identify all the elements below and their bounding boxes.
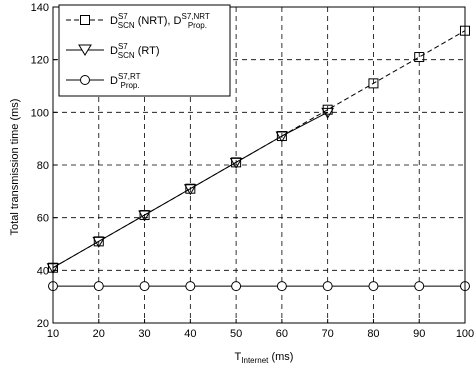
series-line-rt bbox=[52, 111, 328, 269]
legend-marker-rt bbox=[78, 44, 92, 56]
legend-marker-nrt bbox=[80, 15, 90, 25]
y-axis-label: Total transmission time (ms) bbox=[9, 99, 21, 236]
legend-label-rt: DS7 SCN (RT) bbox=[110, 42, 160, 60]
x-tick-label: 100 bbox=[456, 328, 474, 340]
y-tick-label: 100 bbox=[31, 107, 49, 119]
x-tick-label: 40 bbox=[184, 328, 196, 340]
legend: DS7 SCN (NRT), DS7,NRT Prop. DS7 SCN (RT) D… bbox=[58, 4, 231, 97]
legend-entry-rt: DS7 SCN (RT) bbox=[66, 42, 160, 60]
series-layer bbox=[46, 25, 470, 292]
y-tick-label: 60 bbox=[37, 213, 49, 225]
point-prop_rt bbox=[414, 281, 425, 292]
legend-label-prop-rt: DS7,RT Prop. bbox=[110, 72, 141, 90]
y-tick-label: 140 bbox=[31, 2, 49, 14]
point-prop_rt bbox=[231, 281, 242, 292]
x-tick-label: 30 bbox=[138, 328, 150, 340]
legend-label-nrt: DS7 SCN (NRT), DS7,NRT Prop. bbox=[110, 12, 210, 30]
grid bbox=[53, 7, 465, 323]
point-prop_rt bbox=[368, 281, 379, 292]
y-tick-label: 40 bbox=[37, 265, 49, 277]
point-nrt bbox=[414, 52, 425, 63]
x-tick-label: 80 bbox=[367, 328, 379, 340]
x-tick-label: 70 bbox=[322, 328, 334, 340]
point-rt bbox=[183, 184, 197, 196]
point-prop_rt bbox=[93, 281, 104, 292]
series-line-nrt bbox=[52, 30, 466, 269]
point-prop_rt bbox=[322, 281, 333, 292]
y-tick-label: 120 bbox=[31, 55, 49, 67]
point-rt bbox=[275, 131, 289, 143]
point-rt bbox=[92, 236, 106, 248]
legend-entry-prop-rt: DS7,RT Prop. bbox=[66, 72, 141, 90]
legend-marker-prop-rt bbox=[80, 75, 90, 85]
x-tick-label: 10 bbox=[47, 328, 59, 340]
point-rt bbox=[229, 157, 243, 169]
point-nrt bbox=[368, 78, 379, 89]
point-rt bbox=[321, 107, 335, 119]
x-tick-label: 20 bbox=[93, 328, 105, 340]
point-prop_rt bbox=[276, 281, 287, 292]
point-prop_rt bbox=[185, 281, 196, 292]
point-rt bbox=[138, 210, 151, 222]
x-tick-label: 90 bbox=[413, 328, 425, 340]
point-prop_rt bbox=[139, 281, 150, 292]
legend-entry-nrt: DS7 SCN (NRT), DS7,NRT Prop. bbox=[66, 12, 210, 30]
x-axis-label: TInternet (ms) bbox=[235, 351, 294, 365]
y-tick-label: 80 bbox=[37, 160, 49, 172]
x-tick-label: 50 bbox=[230, 328, 242, 340]
x-tick-label: 60 bbox=[276, 328, 288, 340]
y-tick-label: 20 bbox=[37, 318, 49, 330]
